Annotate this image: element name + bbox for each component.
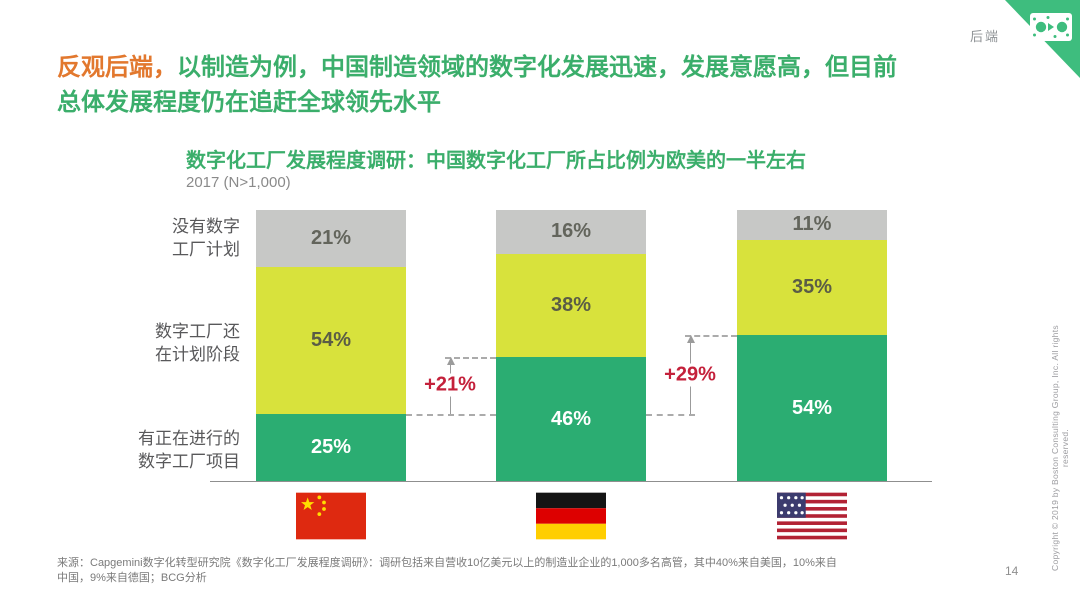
bar-segment: 38% [496,253,646,357]
copyright-vertical: Copyright © 2019 by Boston Consulting Gr… [1050,325,1070,571]
bar-segment: 35% [737,239,887,336]
bar-segment: 46% [496,356,646,482]
annotation-dash-top [685,335,737,338]
row-label-no-plan: 没有数字 工厂计划 [172,217,240,259]
annotation-delta-label: +21% [421,373,479,397]
slide-title-line2: 总体发展程度仍在追赶全球领先水平 [57,89,441,116]
flag-usa [777,492,847,540]
slide-title: 反观后端，以制造为例，中国制造领域的数字化发展迅速，发展意愿高，但目前 总体发展… [57,50,977,120]
bar-segment: 54% [256,267,406,414]
corner-accent-triangle [1005,0,1080,78]
source-note: 来源：Capgemini数字化转型研究院《数字化工厂发展程度调研》：调研包括来自… [57,557,837,584]
section-tag: 后端 [969,29,1000,44]
bar-1: 21% 54% 25% [256,210,406,482]
bar-segment: 11% [737,210,887,240]
chart-title: 数字化工厂发展程度调研：中国数字化工厂所占比例为欧美的一半左右 [186,150,806,172]
flag-china [296,492,366,540]
bar-segment: 25% [256,413,406,482]
row-label-ongoing: 有正在进行的 数字工厂项目 [138,429,240,471]
bar-3: 11% 35% 54% [737,210,887,482]
bar-2: 16% 38% 46% [496,210,646,482]
chart-subtitle: 2017 (N>1,000) [186,174,291,191]
page-number: 14 [1005,564,1019,578]
slide-title-highlight: 反观后端， [57,54,177,81]
flag-germany [536,492,606,540]
bar-segment: 54% [737,335,887,482]
annotation-arrowhead-icon [446,356,455,365]
slide-title-line1: 以制造为例，中国制造领域的数字化发展迅速，发展意愿高，但目前 [177,54,897,81]
bar-segment: 16% [496,210,646,254]
annotation-dash-bottom [406,414,496,416]
bar-segment: 21% [256,210,406,268]
row-label-planning: 数字工厂还 在计划阶段 [155,322,240,364]
annotation-dash-top [445,356,496,359]
annotation-delta-label: +29% [661,363,719,387]
annotation-arrowhead-icon [686,335,695,344]
machine-process-icon [1030,13,1072,41]
x-axis-line [210,481,932,482]
annotation-dash-bottom [646,414,695,416]
